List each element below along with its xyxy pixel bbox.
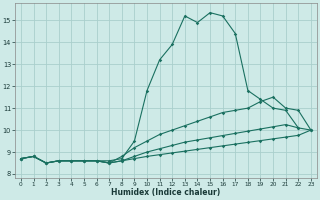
- X-axis label: Humidex (Indice chaleur): Humidex (Indice chaleur): [111, 188, 220, 197]
